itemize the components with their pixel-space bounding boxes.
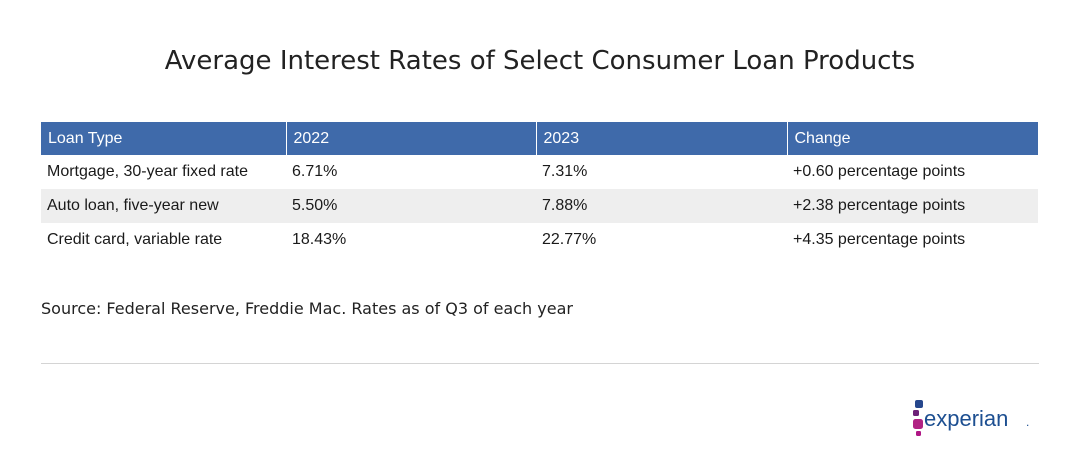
- cell-loan-type: Credit card, variable rate: [47, 231, 223, 248]
- cell-loan-type: Auto loan, five-year new: [41, 189, 286, 223]
- header-2022: 2022: [286, 122, 537, 155]
- cell-2022: 6.71%: [292, 163, 338, 180]
- experian-logo: experian .: [913, 400, 1029, 436]
- cell-2022: 18.43%: [292, 231, 347, 248]
- source-note: Source: Federal Reserve, Freddie Mac. Ra…: [41, 299, 573, 318]
- page-title: Average Interest Rates of Select Consume…: [164, 46, 916, 76]
- rates-table: Loan Type 2022 2023 Change Mortgage, 30-…: [41, 122, 1038, 257]
- table-row: Mortgage, 30-year fixed rate 6.71% 7.31%…: [41, 155, 1038, 189]
- logo-wordmark: experian: [924, 406, 1008, 431]
- table-header-row: Loan Type 2022 2023 Change: [41, 122, 1038, 155]
- cell-2022: 5.50%: [286, 189, 536, 223]
- logo-trademark: .: [1026, 415, 1029, 429]
- cell-2023: 7.88%: [536, 189, 787, 223]
- cell-change: +4.35 percentage points: [793, 231, 966, 248]
- logo-dots-icon: [913, 400, 923, 436]
- cell-loan-type: Mortgage, 30-year fixed rate: [47, 163, 248, 180]
- divider: [41, 363, 1039, 364]
- header-change: Change: [787, 122, 1038, 155]
- cell-change: +0.60 percentage points: [793, 163, 966, 180]
- table-row: Credit card, variable rate 18.43% 22.77%…: [41, 223, 1038, 257]
- header-2023: 2023: [536, 122, 788, 155]
- table-row: Auto loan, five-year new 5.50% 7.88% +2.…: [41, 189, 1038, 223]
- cell-2023: 7.31%: [542, 163, 588, 180]
- cell-change: +2.38 percentage points: [787, 189, 1038, 223]
- cell-2023: 22.77%: [542, 231, 597, 248]
- header-loan-type: Loan Type: [41, 122, 287, 155]
